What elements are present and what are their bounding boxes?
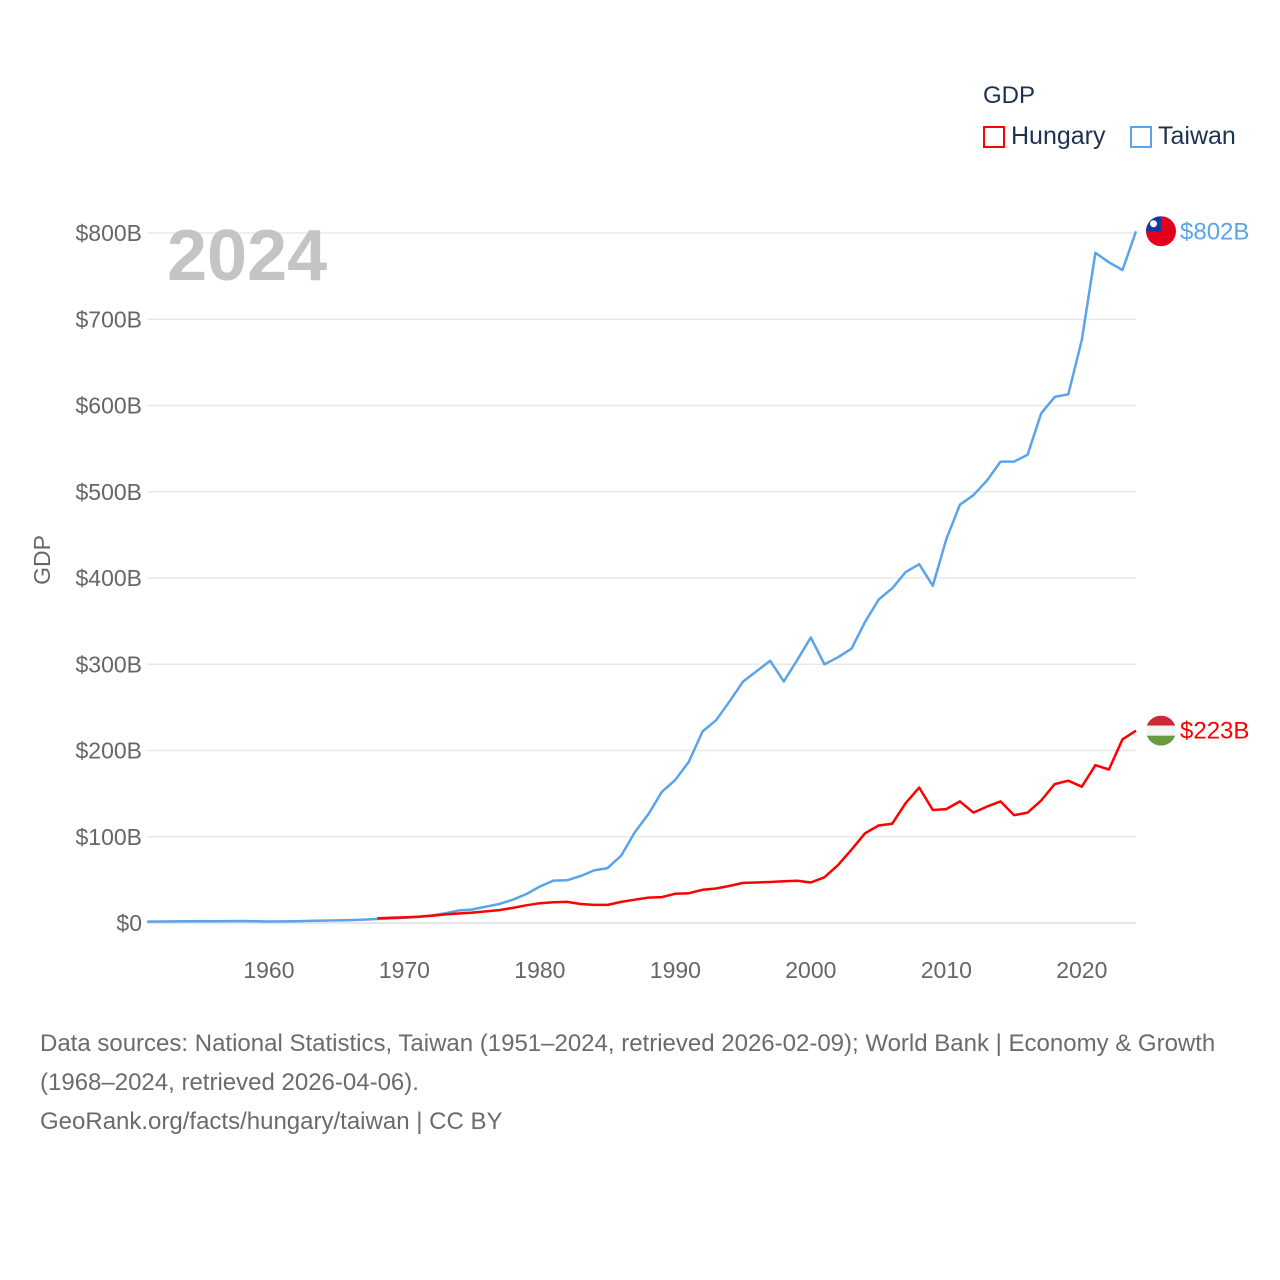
y-axis-label: GDP bbox=[29, 535, 55, 585]
x-tick-label: 2000 bbox=[785, 957, 836, 983]
y-tick-label: $200B bbox=[75, 738, 142, 764]
end-label-hungary: $223B bbox=[1180, 718, 1249, 745]
x-tick-label: 2020 bbox=[1056, 957, 1107, 983]
legend-label: Hungary bbox=[1011, 122, 1106, 150]
x-tick-label: 1990 bbox=[650, 957, 701, 983]
legend-item-hungary[interactable]: Hungary bbox=[983, 122, 1106, 151]
y-tick-label: $700B bbox=[75, 306, 142, 332]
x-tick-label: 2010 bbox=[921, 957, 972, 983]
y-tick-label: $100B bbox=[75, 824, 142, 850]
legend-title: GDP bbox=[983, 82, 1036, 109]
y-tick-label: $600B bbox=[75, 393, 142, 419]
y-tick-label: $300B bbox=[75, 651, 142, 677]
data-sources: Data sources: National Statistics, Taiwa… bbox=[40, 1030, 1216, 1096]
x-tick-label: 1970 bbox=[379, 957, 430, 983]
legend-item-taiwan[interactable]: Taiwan bbox=[1130, 122, 1236, 151]
legend-label: Taiwan bbox=[1158, 122, 1236, 150]
end-label-taiwan: $802B bbox=[1180, 218, 1249, 245]
series-line-hungary bbox=[377, 729, 1137, 920]
attribution: GeoRank.org/facts/hungary/taiwan | CC BY bbox=[40, 1108, 503, 1135]
y-tick-label: $400B bbox=[75, 565, 142, 591]
y-tick-label: $500B bbox=[75, 479, 142, 505]
footer: Data sources: National Statistics, Taiwa… bbox=[40, 1024, 1240, 1141]
legend-swatch-hungary bbox=[983, 125, 1005, 148]
year-label: 2024 bbox=[167, 216, 327, 296]
x-tick-label: 1980 bbox=[514, 957, 565, 983]
x-tick-label: 1960 bbox=[243, 957, 294, 983]
series-line-taiwan bbox=[146, 230, 1138, 923]
legend-swatch-taiwan bbox=[1130, 125, 1152, 148]
y-tick-label: $0 bbox=[116, 910, 142, 936]
taiwan-flag-icon bbox=[1146, 216, 1176, 247]
hungary-flag-icon bbox=[1146, 715, 1176, 746]
y-tick-label: $800B bbox=[75, 220, 142, 246]
